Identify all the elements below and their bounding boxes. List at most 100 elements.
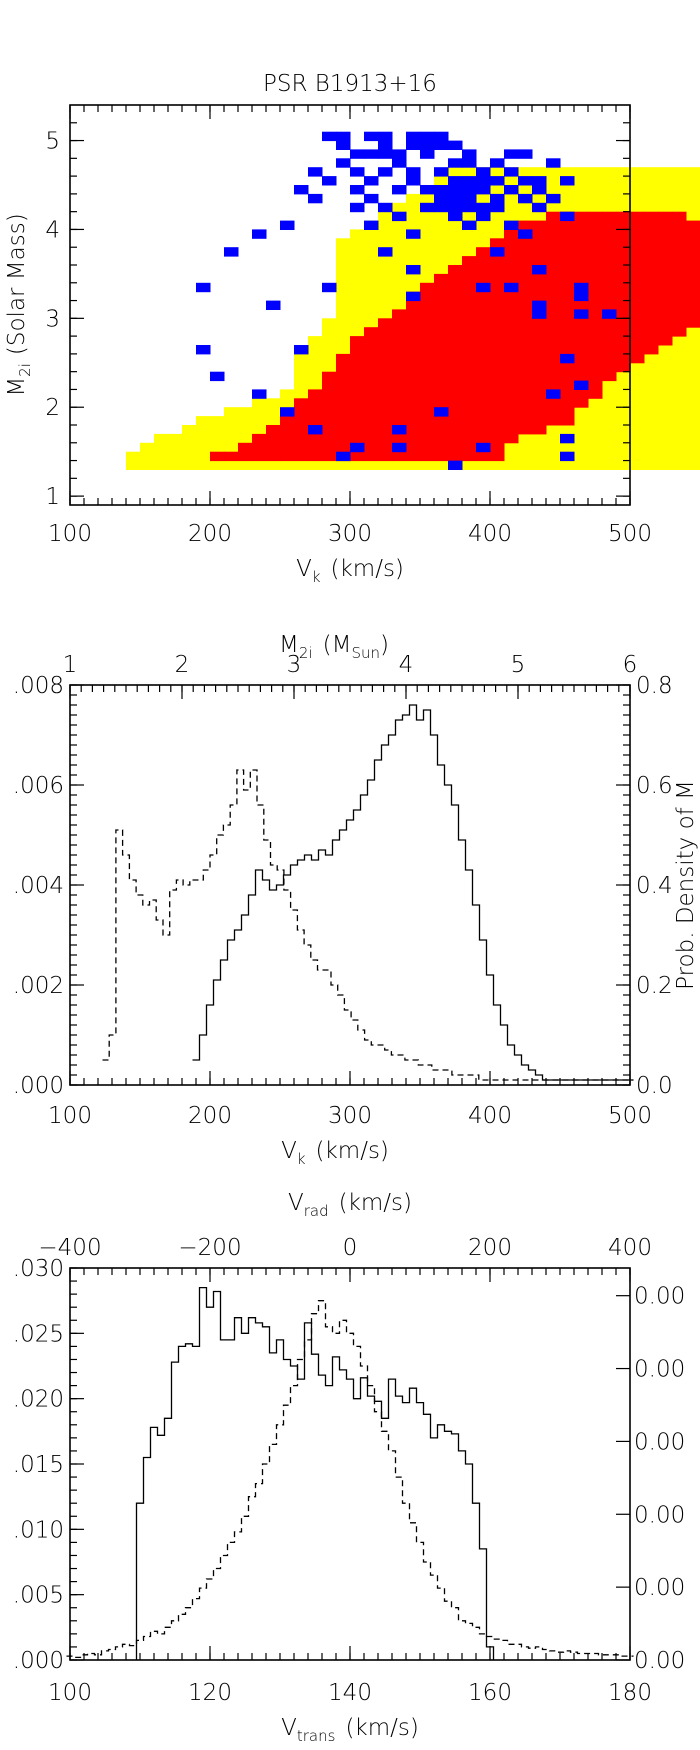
heatmap-cell-blue [532,300,547,310]
heatmap-cell-red [350,353,365,364]
heatmap-cell-red [490,300,505,310]
heatmap-cell-red [392,407,407,417]
top-x-tick-label: 0 [343,1235,358,1261]
heatmap-cell-yellow [336,327,351,337]
heatmap-cell-yellow [336,318,351,328]
heatmap-cell-yellow [672,362,687,373]
heatmap-cell-yellow [644,185,659,195]
heatmap-cell-yellow [294,353,309,364]
heatmap-cell-blue [448,158,463,168]
heatmap-cell-yellow [196,416,211,426]
heatmap-cell-red [658,211,673,222]
heatmap-cell-yellow [462,167,477,177]
heatmap-cell-red [420,442,435,453]
heatmap-cell-red [476,362,491,373]
right-y-tick-label: 0.8 [636,673,673,699]
heatmap-cell-yellow [658,353,673,364]
heatmap-cell-red [532,353,547,364]
heatmap-cell-red [504,318,519,328]
heatmap-cell-red [560,282,575,293]
heatmap-cell-blue [378,202,393,213]
heatmap-cell-blue [518,176,533,186]
heatmap-cell-blue [294,345,309,355]
heatmap-cell-red [448,273,463,284]
heatmap-cell-yellow [350,247,365,257]
heatmap-cell-red [574,220,589,230]
heatmap-cell-yellow [392,460,407,470]
heatmap-cell-red [420,291,435,302]
heatmap-cell-yellow [686,398,700,408]
heatmap-cell-red [448,300,463,310]
heatmap-cell-red [378,433,393,444]
heatmap-cell-red [532,398,547,408]
heatmap-cell-red [574,345,589,355]
heatmap-cell-red [462,300,477,310]
heatmap-cell-blue [560,211,575,222]
heatmap-cell-yellow [644,389,659,399]
heatmap-cell-red [560,220,575,230]
y-tick-label: .015 [13,1452,64,1478]
heatmap-cell-blue [336,451,351,462]
heatmap-cell-yellow [266,416,281,426]
heatmap-cell-yellow [532,211,547,222]
heatmap-cell-red [336,398,351,408]
heatmap-cell-blue [518,149,533,159]
heatmap-cell-yellow [546,442,561,453]
heatmap-cell-red [588,336,603,346]
heatmap-cell-yellow [126,460,141,470]
heatmap-cell-blue [504,185,519,195]
heatmap-cell-red [686,318,700,328]
heatmap-cell-yellow [476,220,491,230]
heatmap-cell-yellow [672,371,687,382]
heatmap-cell-red [364,371,379,382]
heatmap-cell-red [560,273,575,284]
heatmap-cell-yellow [420,265,435,275]
heatmap-cell-yellow [294,371,309,382]
heatmap-cell-yellow [630,371,645,382]
heatmap-cell-red [574,336,589,346]
heatmap-cell-red [434,327,449,337]
heatmap-cell-blue [378,247,393,257]
series-lines [102,704,634,1081]
heatmap-cell-yellow [672,407,687,417]
heatmap-cell-red [322,416,337,426]
heatmap-cell-yellow [392,273,407,284]
heatmap-cell-red [504,353,519,364]
heatmap-cell-red [448,442,463,453]
y-tick-label: .025 [13,1321,64,1347]
heatmap-cell-yellow [406,202,421,213]
heatmap-cell-yellow [392,291,407,302]
x-tick-label: 140 [328,1680,372,1706]
heatmap-cell-blue [574,309,589,319]
heatmap-cell-yellow [616,167,631,177]
heatmap-cell-yellow [266,407,281,417]
heatmap-cell-red [518,398,533,408]
heatmap-cell-yellow [504,442,519,453]
heatmap-cell-yellow [644,407,659,417]
heatmap-cell-red [224,451,239,462]
heatmap-cell-red [476,380,491,390]
heatmap-cell-red [350,389,365,399]
series-lines [66,1286,634,1660]
heatmap-cell-red [602,318,617,328]
heatmap-cell-red [322,380,337,390]
heatmap-cell-yellow [588,398,603,408]
heatmap-cell-yellow [504,451,519,462]
heatmap-cell-blue [448,460,463,470]
heatmap-cell-yellow [616,193,631,204]
heatmap-cell-yellow [588,202,603,213]
heatmap-cell-red [448,407,463,417]
heatmap-cell-red [392,336,407,346]
heatmap-cell-yellow [658,433,673,444]
heatmap-cell-red [448,353,463,364]
heatmap-cell-red [532,247,547,257]
heatmap-cell-red [406,416,421,426]
heatmap-cell-red [574,300,589,310]
heatmap-cell-red [630,282,645,293]
panel-vk-distribution: M2i (MSun) 100 200 300 400 500 1 2 3 4 5 6 .000 0.0 .0… [13,632,699,1168]
heatmap-cell-red [616,256,631,266]
heatmap-cell-yellow [630,362,645,373]
heatmap-cell-yellow [490,185,505,195]
heatmap-cell-red [546,247,561,257]
heatmap-cell-yellow [280,389,295,399]
